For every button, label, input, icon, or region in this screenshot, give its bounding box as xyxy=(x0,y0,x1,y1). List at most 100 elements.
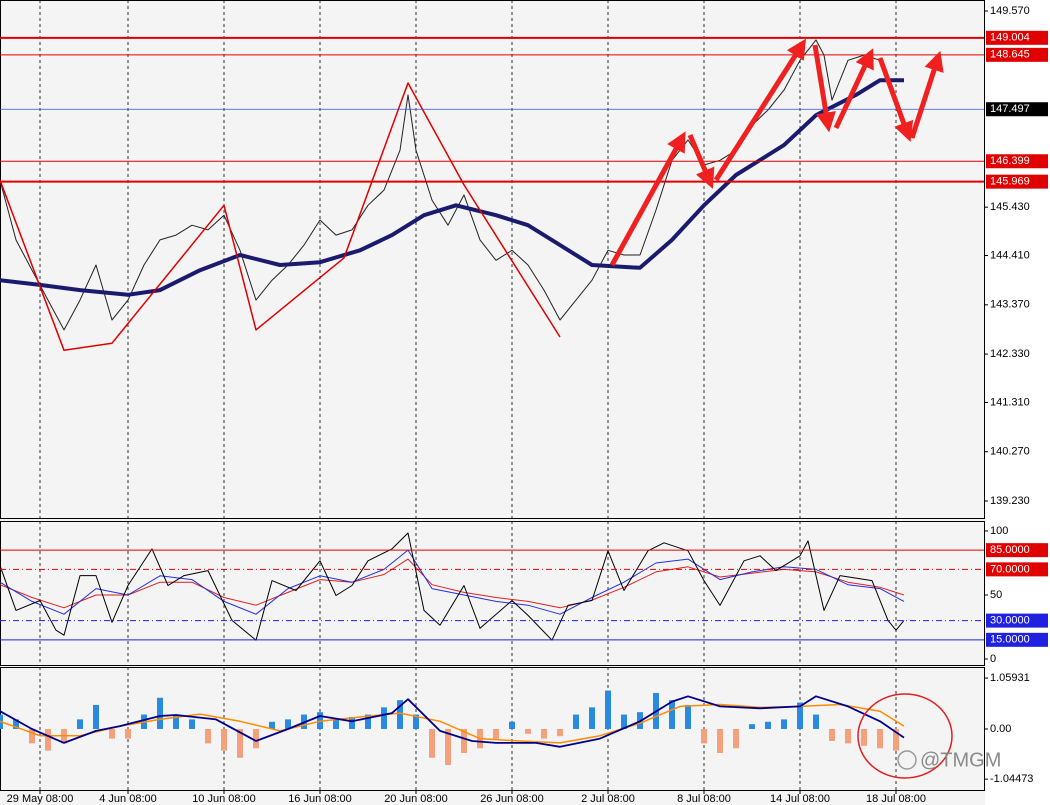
y-tick-label: 139.230 xyxy=(990,495,1030,507)
social-icon xyxy=(897,750,917,770)
y-tick-label: 143.370 xyxy=(990,299,1030,311)
histogram-bar xyxy=(557,728,563,737)
x-tick-label: 18 Jul 08:00 xyxy=(866,793,926,805)
x-tick-label: 14 Jul 08:00 xyxy=(770,793,830,805)
y-tick-label: 141.310 xyxy=(990,396,1030,408)
x-tick-label: 10 Jun 08:00 xyxy=(192,793,256,805)
histogram-bar xyxy=(109,728,115,739)
level-label-box xyxy=(986,562,1048,577)
series-line xyxy=(0,532,905,641)
histogram-bar xyxy=(29,728,35,744)
histogram-bar xyxy=(237,728,243,758)
level-label-box xyxy=(986,47,1048,62)
arrow xyxy=(877,57,914,143)
level-label: 149.004 xyxy=(990,32,1030,44)
histogram-bar xyxy=(877,728,883,749)
histogram-bar xyxy=(589,707,595,729)
histogram-bar xyxy=(221,728,227,751)
histogram-bar xyxy=(765,721,771,729)
histogram-bar xyxy=(429,728,435,758)
histogram-bar xyxy=(605,690,611,729)
histogram-bar xyxy=(813,714,819,729)
level-label-box xyxy=(986,632,1048,647)
y-tick-label: 149.570 xyxy=(990,5,1030,17)
histogram-bar xyxy=(685,704,691,729)
level-label-box xyxy=(986,30,1048,45)
level-label: 147.497 xyxy=(990,103,1030,115)
histogram-bar xyxy=(365,714,371,729)
level-label-box xyxy=(986,154,1048,169)
level-label-box xyxy=(986,543,1048,558)
level-label-box xyxy=(986,102,1048,117)
y-tick-label: 1.05931 xyxy=(990,672,1030,684)
histogram-bar xyxy=(413,714,419,729)
level-label: 145.969 xyxy=(990,176,1030,188)
level-label: 148.645 xyxy=(990,49,1030,61)
histogram-bar xyxy=(781,719,787,729)
x-tick-label: 26 Jun 08:00 xyxy=(480,793,544,805)
y-tick-label: 144.410 xyxy=(990,249,1030,261)
histogram-bar xyxy=(381,707,387,729)
histogram-bar xyxy=(749,724,755,729)
histogram-bar xyxy=(525,728,531,734)
level-label: 70.0000 xyxy=(990,563,1030,575)
histogram-bar xyxy=(189,719,195,729)
arrow xyxy=(713,38,807,182)
level-label: 146.399 xyxy=(990,155,1030,167)
highlight-ellipse xyxy=(857,693,953,779)
histogram-bar xyxy=(717,728,723,754)
histogram-bar xyxy=(157,697,163,729)
arrow xyxy=(687,134,715,189)
histogram-bar xyxy=(13,719,19,729)
histogram-bar xyxy=(445,728,451,766)
price-axis-area xyxy=(985,0,1050,805)
histogram-bar xyxy=(205,728,211,744)
y-tick-label: 0.00 xyxy=(990,723,1011,735)
series-line xyxy=(0,78,904,297)
histogram-bar xyxy=(845,728,851,744)
histogram-bar xyxy=(621,714,627,729)
x-tick-label: 29 May 08:00 xyxy=(7,793,74,805)
level-label: 15.0000 xyxy=(990,634,1030,646)
histogram-bar xyxy=(173,714,179,729)
histogram-bar xyxy=(285,719,291,729)
arrow xyxy=(609,131,686,267)
histogram-bar xyxy=(861,728,867,746)
histogram-bar xyxy=(893,728,899,751)
histogram-bar xyxy=(493,728,499,739)
histogram-bar xyxy=(349,716,355,729)
histogram-bar xyxy=(573,714,579,729)
level-label-box xyxy=(986,174,1048,189)
histogram-bar xyxy=(45,728,51,751)
watermark: @TMGM xyxy=(920,749,1001,771)
series-line xyxy=(0,39,905,331)
histogram-bar xyxy=(461,728,467,754)
y-tick-label: 140.270 xyxy=(990,446,1030,458)
x-tick-label: 20 Jun 08:00 xyxy=(384,793,448,805)
y-tick-label: 0 xyxy=(990,653,996,665)
x-tick-label: 8 Jul 08:00 xyxy=(677,793,731,805)
histogram-bar xyxy=(669,700,675,729)
y-tick-label: 100 xyxy=(990,525,1008,537)
series-line xyxy=(0,549,905,615)
level-label: 30.0000 xyxy=(990,615,1030,627)
y-tick-label: 142.330 xyxy=(990,348,1030,360)
histogram-bar xyxy=(125,728,131,739)
series-line xyxy=(0,82,561,352)
histogram-bar xyxy=(397,700,403,729)
histogram-bar xyxy=(269,721,275,729)
histogram-bar xyxy=(797,702,803,729)
histogram-bar xyxy=(93,704,99,729)
histogram-bar xyxy=(253,728,259,749)
histogram-bar xyxy=(541,728,547,739)
histogram-bar xyxy=(701,728,707,744)
panel-frame xyxy=(0,0,985,519)
series-line xyxy=(0,558,905,609)
annotations xyxy=(609,38,944,267)
series-line xyxy=(0,695,905,748)
arrow xyxy=(909,50,944,139)
panel-frame xyxy=(0,521,985,666)
